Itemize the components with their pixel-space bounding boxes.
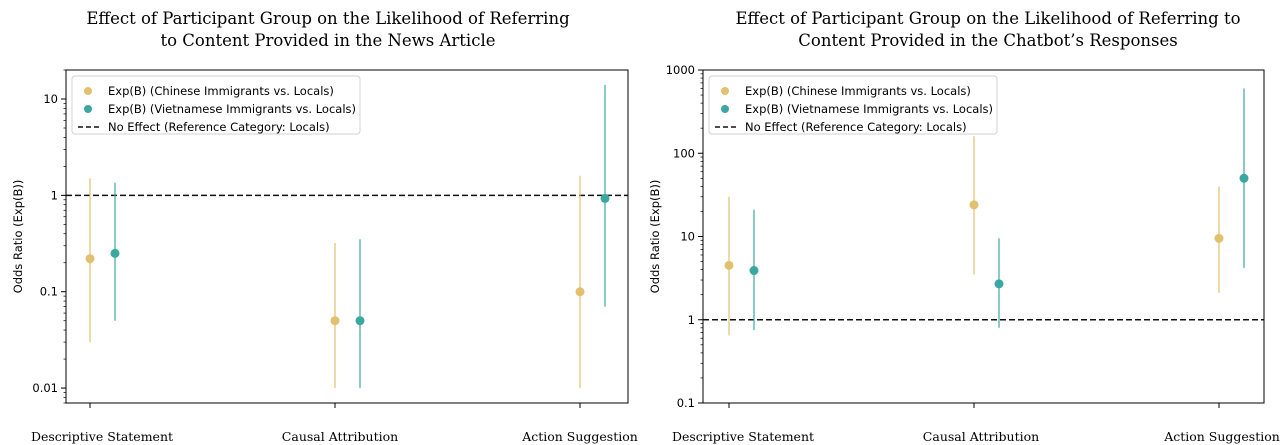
data-point xyxy=(969,200,979,210)
chart-panel-2: Effect of Participant Group on the Likel… xyxy=(648,9,1280,444)
y-tick-label: 10 xyxy=(680,230,695,244)
y-tick-label: 0.1 xyxy=(677,396,695,410)
legend-label: Exp(B) (Vietnamese Immigrants vs. Locals… xyxy=(745,102,993,116)
data-point xyxy=(994,279,1004,289)
chart-title-line: Effect of Participant Group on the Likel… xyxy=(86,9,570,28)
chart-title-line: Effect of Participant Group on the Likel… xyxy=(735,9,1240,28)
chart-title-line: Content Provided in the Chatbot’s Respon… xyxy=(798,31,1177,50)
data-point xyxy=(1239,173,1249,183)
y-axis-label: Odds Ratio (Exp(B)) xyxy=(648,180,662,294)
data-point xyxy=(330,316,340,326)
legend-marker xyxy=(721,87,729,95)
y-axis-label: Odds Ratio (Exp(B)) xyxy=(11,180,25,294)
data-point xyxy=(724,260,734,270)
x-tick-label: Causal Attribution xyxy=(282,429,398,444)
y-tick-label: 0.01 xyxy=(32,381,58,395)
chart-panel-1: Effect of Participant Group on the Likel… xyxy=(11,9,638,444)
data-point xyxy=(749,266,759,276)
data-point xyxy=(110,248,120,258)
data-point xyxy=(85,254,95,264)
y-tick-label: 1000 xyxy=(666,63,695,77)
chart-title-line: to Content Provided in the News Article xyxy=(161,31,496,50)
legend-box xyxy=(71,75,361,135)
plot-frame xyxy=(65,69,629,404)
x-tick-label: Action Suggestion xyxy=(1163,429,1280,444)
y-tick-label: 1 xyxy=(51,188,58,202)
y-tick-label: 0.1 xyxy=(40,285,58,299)
legend-box xyxy=(708,75,998,135)
legend-label: Exp(B) (Chinese Immigrants vs. Locals) xyxy=(745,84,971,98)
x-tick-label: Causal Attribution xyxy=(923,429,1039,444)
x-tick-label: Descriptive Statement xyxy=(672,429,814,444)
x-tick-label: Descriptive Statement xyxy=(31,429,173,444)
legend-label: No Effect (Reference Category: Locals) xyxy=(108,120,330,134)
data-point xyxy=(575,287,585,297)
legend-marker xyxy=(721,105,729,113)
y-tick-label: 10 xyxy=(43,92,58,106)
data-point xyxy=(355,316,365,326)
data-point xyxy=(1214,233,1224,243)
data-point xyxy=(600,193,610,203)
y-tick-label: 1 xyxy=(688,313,695,327)
legend-label: Exp(B) (Vietnamese Immigrants vs. Locals… xyxy=(108,102,356,116)
legend-label: No Effect (Reference Category: Locals) xyxy=(745,120,967,134)
legend-marker xyxy=(84,105,92,113)
legend-label: Exp(B) (Chinese Immigrants vs. Locals) xyxy=(108,84,334,98)
x-tick-label: Action Suggestion xyxy=(521,429,638,444)
legend-marker xyxy=(84,87,92,95)
y-tick-label: 100 xyxy=(673,146,695,160)
